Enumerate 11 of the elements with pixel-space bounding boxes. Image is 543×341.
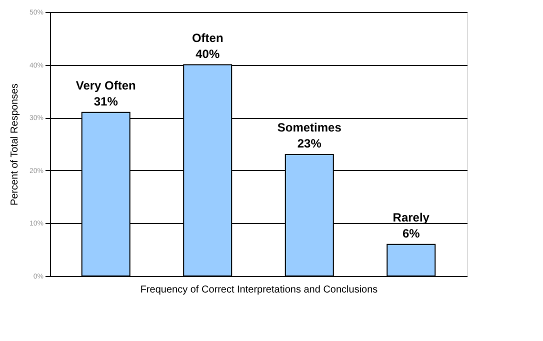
x-tick-label: Sometimes — [277, 120, 342, 135]
x-tick-label: Rarely — [392, 210, 430, 224]
data-label: 40% — [196, 46, 220, 61]
x-tick-label: Often — [192, 30, 224, 45]
bar — [386, 244, 436, 276]
y-axis-title: Percent of Total Responses — [9, 83, 20, 206]
data-label: 31% — [94, 94, 118, 108]
x-tick-label: Very Often — [76, 78, 136, 92]
data-label: 6% — [402, 226, 420, 240]
x-axis-title: Frequency of Correct Interpretations and Conclusions — [140, 284, 378, 296]
data-label: 23% — [297, 136, 322, 151]
